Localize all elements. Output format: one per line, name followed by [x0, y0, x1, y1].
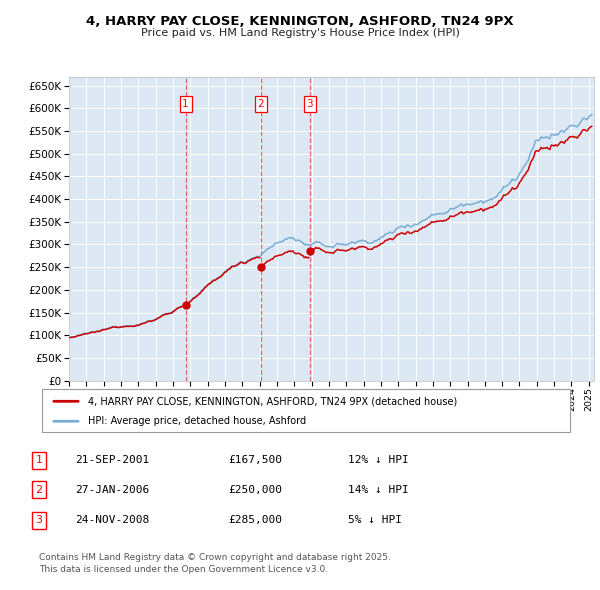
Text: 14% ↓ HPI: 14% ↓ HPI — [348, 485, 409, 494]
Text: £250,000: £250,000 — [228, 485, 282, 494]
Text: 4, HARRY PAY CLOSE, KENNINGTON, ASHFORD, TN24 9PX: 4, HARRY PAY CLOSE, KENNINGTON, ASHFORD,… — [86, 15, 514, 28]
Text: 24-NOV-2008: 24-NOV-2008 — [75, 516, 149, 525]
Text: £167,500: £167,500 — [228, 455, 282, 465]
Text: Contains HM Land Registry data © Crown copyright and database right 2025.
This d: Contains HM Land Registry data © Crown c… — [39, 553, 391, 574]
Text: 4, HARRY PAY CLOSE, KENNINGTON, ASHFORD, TN24 9PX (detached house): 4, HARRY PAY CLOSE, KENNINGTON, ASHFORD,… — [88, 396, 457, 407]
Text: 1: 1 — [182, 99, 189, 109]
Text: 3: 3 — [35, 516, 43, 525]
Text: 21-SEP-2001: 21-SEP-2001 — [75, 455, 149, 465]
Text: 3: 3 — [307, 99, 313, 109]
Text: £285,000: £285,000 — [228, 516, 282, 525]
Text: 5% ↓ HPI: 5% ↓ HPI — [348, 516, 402, 525]
Text: 1: 1 — [35, 455, 43, 465]
Text: 27-JAN-2006: 27-JAN-2006 — [75, 485, 149, 494]
Text: 2: 2 — [35, 485, 43, 494]
Text: Price paid vs. HM Land Registry's House Price Index (HPI): Price paid vs. HM Land Registry's House … — [140, 28, 460, 38]
Text: HPI: Average price, detached house, Ashford: HPI: Average price, detached house, Ashf… — [88, 417, 307, 426]
Text: 12% ↓ HPI: 12% ↓ HPI — [348, 455, 409, 465]
Text: 2: 2 — [257, 99, 264, 109]
